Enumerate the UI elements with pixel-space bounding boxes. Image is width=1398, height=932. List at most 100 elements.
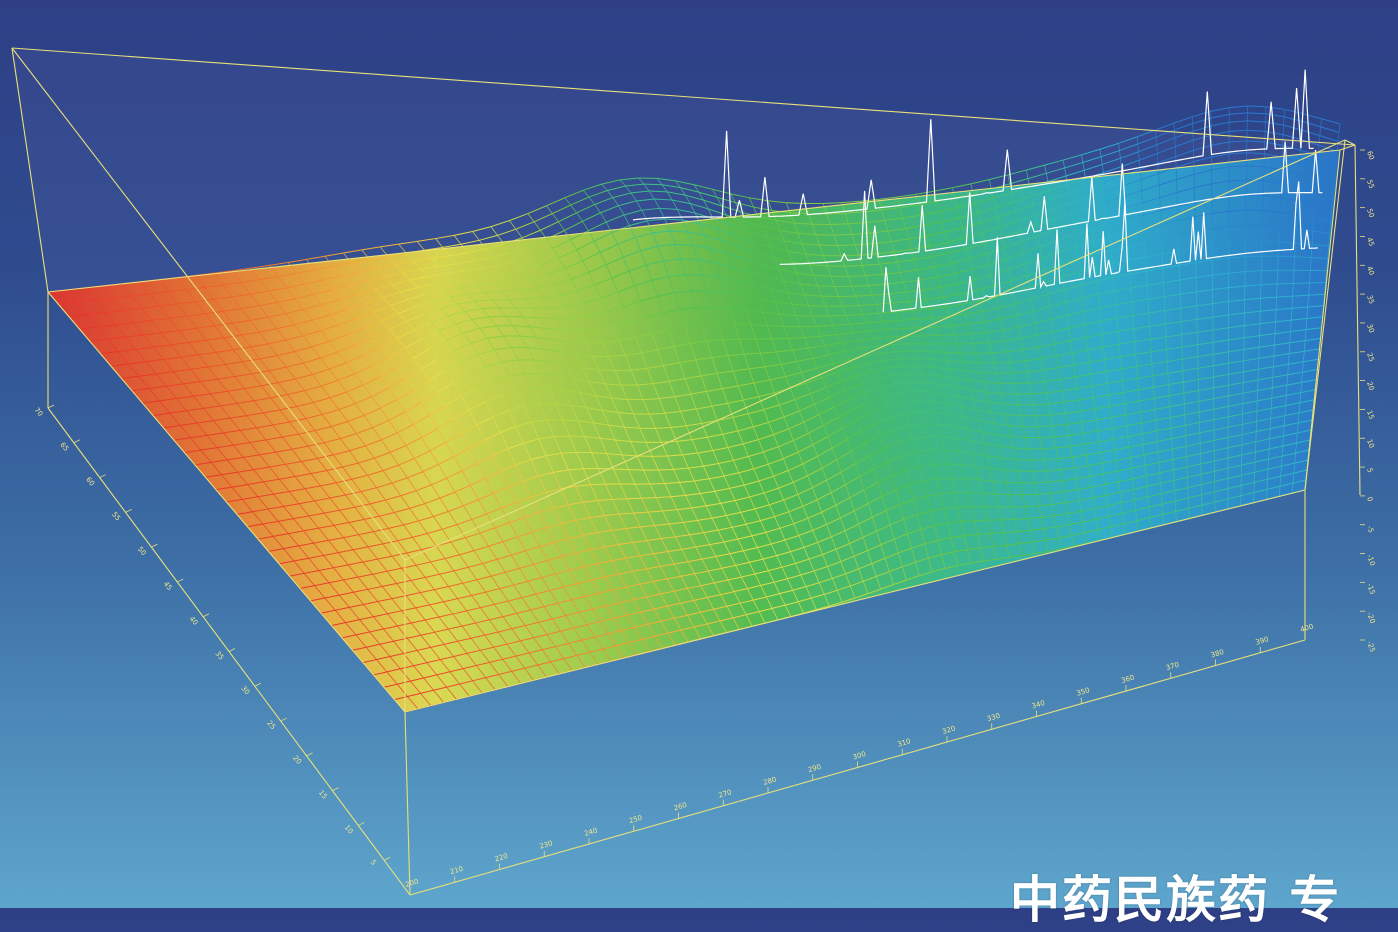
mesh-line-y [1281, 170, 1282, 184]
mesh-line-y [1270, 429, 1271, 439]
z-tick-label: -10 [1365, 553, 1376, 566]
y-tick-label: 50 [136, 545, 148, 557]
mesh-line-x [893, 344, 909, 345]
x-tick-label: 350 [1076, 686, 1091, 697]
mesh-line-x [842, 305, 859, 306]
x-tick-label: 300 [852, 750, 867, 761]
y-tick-label: 15 [317, 789, 329, 801]
mesh-line-x [1229, 121, 1247, 122]
mesh-line-x [1285, 109, 1303, 113]
x-tick-label: 330 [986, 712, 1001, 723]
mesh-line-y [1282, 145, 1283, 157]
y-tick-mark [307, 753, 313, 756]
y-tick-mark [255, 683, 261, 686]
mesh-line-y [1267, 479, 1268, 489]
x-tick-label: 360 [1120, 674, 1135, 685]
mesh-line-y [1277, 270, 1278, 284]
x-tick-label: 390 [1255, 635, 1270, 646]
mesh-line-x [1320, 136, 1338, 142]
mesh-line-x [506, 316, 523, 317]
mesh-line-x [994, 362, 1010, 363]
mesh-line-y [1277, 284, 1278, 297]
mesh-line-y [1266, 489, 1267, 499]
mesh-line-x [1266, 114, 1284, 117]
mesh-line-y [1275, 322, 1276, 334]
mesh-line-y [1271, 408, 1272, 418]
mesh-line-x [968, 493, 982, 494]
mesh-line-x [944, 352, 960, 353]
frame-edge [405, 712, 410, 895]
mesh-line-y [1273, 356, 1274, 367]
mesh-line-x [1278, 256, 1294, 257]
mesh-line-y [1284, 117, 1285, 125]
z-tick-label: 10 [1365, 438, 1376, 449]
mesh-line-x [796, 315, 813, 316]
z-tick-label: 25 [1365, 352, 1376, 363]
y-tick-mark [74, 440, 80, 443]
mesh-line-x [1192, 111, 1210, 116]
mesh-line-y [1278, 256, 1279, 270]
mesh-line-x [1007, 482, 1021, 483]
mesh-line-x [1302, 130, 1320, 136]
mesh-line-x [1284, 117, 1302, 122]
mesh-line-x [1321, 127, 1339, 133]
mesh-line-x [1277, 283, 1293, 284]
mesh-line-y [1270, 419, 1271, 429]
z-tick-label: 35 [1365, 294, 1376, 305]
x-tick-label: 400 [1299, 623, 1314, 634]
y-tick-label: 40 [188, 615, 200, 627]
mesh-line-x [1174, 117, 1192, 123]
mesh-line-x [1211, 108, 1229, 112]
frame-edge [1355, 145, 1360, 495]
x-tick-label: 320 [941, 725, 956, 736]
y-tick-mark [177, 579, 183, 582]
y-tick-mark [126, 509, 132, 512]
y-tick-mark [151, 544, 157, 547]
mesh-line-x [1211, 114, 1229, 118]
mesh-line-x [845, 266, 862, 267]
z-tick-label: 5 [1365, 467, 1374, 474]
y-tick-mark [48, 405, 54, 408]
x-tick-label: 210 [449, 865, 464, 876]
mesh-line-x [1229, 113, 1247, 114]
mesh-line-x [615, 370, 631, 371]
y-tick-mark [332, 788, 338, 791]
z-tick-label: 50 [1365, 208, 1376, 219]
mesh-line-y [1273, 367, 1274, 378]
mesh-line-x [1245, 256, 1261, 257]
mesh-line-x [1211, 122, 1229, 126]
mesh-line-x [1248, 106, 1266, 107]
mesh-line-y [1276, 310, 1277, 322]
mesh-line-x [1229, 106, 1247, 108]
mesh-line-y [1268, 459, 1269, 469]
y-tick-label: 55 [110, 511, 122, 523]
mesh-line-x [1302, 121, 1320, 126]
y-tick-label: 30 [239, 684, 251, 696]
mesh-line-y [1269, 439, 1270, 449]
surface-plot: 2002102202302402502602702802903003103203… [0, 0, 1398, 908]
x-tick-label: 380 [1210, 648, 1225, 659]
mesh-line-x [644, 184, 662, 185]
y-tick-label: 70 [32, 406, 44, 418]
mesh-line-x [1283, 135, 1301, 140]
mesh-line-x [680, 259, 697, 260]
mesh-line-x [1322, 119, 1340, 124]
mesh-line-x [613, 469, 628, 470]
mesh-line-y [1272, 388, 1273, 398]
mesh-line-x [1193, 126, 1211, 131]
y-tick-label: 20 [291, 754, 303, 766]
y-tick-mark [358, 822, 364, 825]
x-tick-label: 220 [494, 852, 509, 863]
mesh-line-x [1193, 118, 1211, 123]
mesh-line-x [1266, 107, 1284, 110]
z-tick-label: -5 [1365, 525, 1375, 534]
z-tick-label: 40 [1365, 265, 1376, 276]
mesh-line-y [1274, 334, 1275, 345]
y-tick-label: 60 [84, 476, 96, 488]
x-tick-label: 250 [628, 814, 643, 825]
mesh-line-x [556, 318, 573, 319]
y-tick-label: 35 [213, 650, 225, 662]
mesh-line-x [809, 306, 826, 307]
mesh-line-y [1280, 198, 1281, 213]
mesh-line-x [830, 224, 848, 225]
